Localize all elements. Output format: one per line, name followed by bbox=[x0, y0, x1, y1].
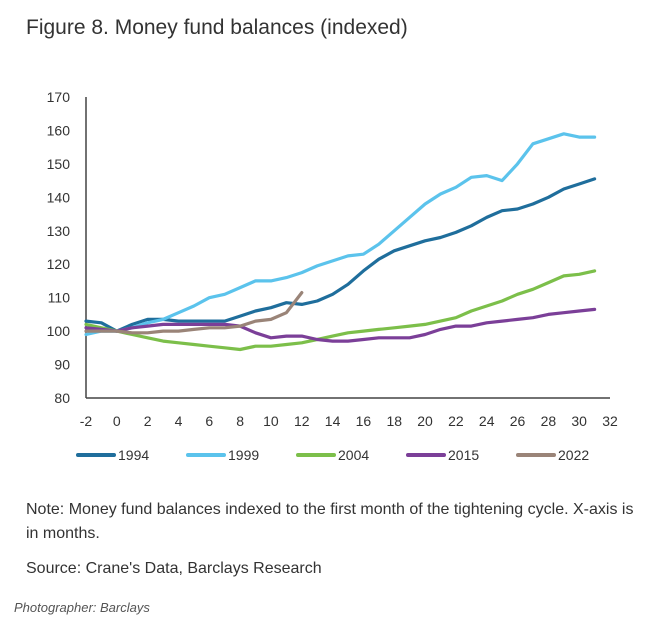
series-line-2004 bbox=[84, 269, 597, 352]
series-line-2022 bbox=[84, 291, 304, 335]
x-tick-label: -2 bbox=[80, 413, 93, 429]
chart-title: Figure 8. Money fund balances (indexed) bbox=[26, 16, 408, 39]
x-tick-label: 28 bbox=[541, 413, 557, 429]
x-tick-label: 0 bbox=[113, 413, 121, 429]
legend-label-2022: 2022 bbox=[558, 447, 589, 463]
y-tick-label: 100 bbox=[47, 323, 71, 339]
x-tick-label: 30 bbox=[571, 413, 587, 429]
y-tick-label: 130 bbox=[47, 223, 71, 239]
legend: 1994 1999 2004 2015 2022 bbox=[76, 447, 589, 463]
series-lines bbox=[84, 132, 597, 352]
x-axis: -2 0 2 4 6 8 10 12 14 16 18 20 22 24 26 28 30 32 bbox=[80, 397, 618, 429]
y-tick-label: 110 bbox=[48, 290, 71, 306]
x-tick-label: 22 bbox=[448, 413, 464, 429]
x-tick-label: 4 bbox=[175, 413, 183, 429]
x-tick-label: 20 bbox=[417, 413, 433, 429]
chart-source: Source: Crane's Data, Barclays Research bbox=[26, 560, 322, 577]
y-tick-label: 170 bbox=[47, 89, 71, 105]
y-axis: 80 90 100 110 120 130 140 150 160 170 bbox=[47, 89, 87, 406]
y-tick-label: 140 bbox=[47, 189, 71, 205]
legend-label-2004: 2004 bbox=[338, 447, 369, 463]
series-line-2015 bbox=[84, 307, 597, 343]
x-tick-label: 10 bbox=[263, 413, 279, 429]
y-tick-label: 160 bbox=[47, 122, 71, 138]
y-tick-label: 80 bbox=[54, 390, 70, 406]
series-line-1994 bbox=[84, 177, 597, 333]
x-tick-label: 18 bbox=[386, 413, 402, 429]
x-tick-label: 6 bbox=[205, 413, 213, 429]
y-tick-label: 90 bbox=[54, 357, 70, 373]
x-tick-label: 26 bbox=[510, 413, 526, 429]
x-tick-label: 8 bbox=[236, 413, 244, 429]
x-tick-label: 12 bbox=[294, 413, 310, 429]
chart-note: Note: Money fund balances indexed to the… bbox=[26, 501, 634, 542]
x-tick-label: 2 bbox=[144, 413, 152, 429]
legend-label-1999: 1999 bbox=[228, 447, 259, 463]
x-tick-label: 14 bbox=[325, 413, 341, 429]
legend-label-1994: 1994 bbox=[118, 447, 149, 463]
y-tick-label: 150 bbox=[47, 156, 71, 172]
legend-label-2015: 2015 bbox=[448, 447, 479, 463]
y-tick-label: 120 bbox=[47, 256, 71, 272]
x-tick-label: 32 bbox=[602, 413, 618, 429]
series-line-1999 bbox=[84, 132, 597, 337]
photo-credit: Photographer: Barclays bbox=[14, 600, 150, 615]
x-tick-label: 24 bbox=[479, 413, 495, 429]
x-tick-label: 16 bbox=[356, 413, 372, 429]
